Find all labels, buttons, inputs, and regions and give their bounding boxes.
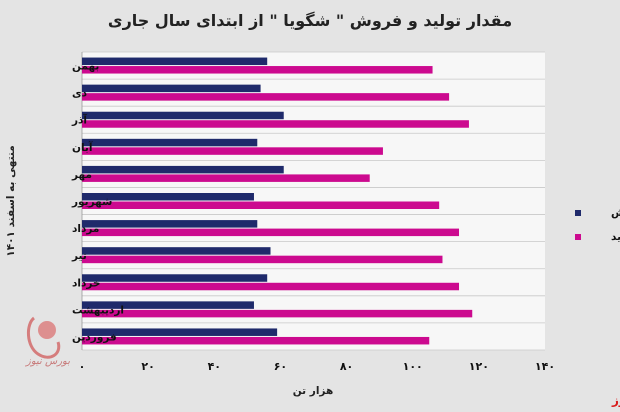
bar-sales-10	[82, 328, 278, 336]
bar-sales-8	[82, 274, 268, 282]
bar-production-2	[82, 120, 469, 128]
x-tick-label: ۸۰	[340, 360, 353, 373]
legend: فروش تولید	[575, 207, 620, 243]
category-label: فروردین	[72, 331, 117, 343]
x-tick-label: ۶۰	[274, 360, 287, 373]
bar-sales-3	[82, 138, 258, 147]
bar-production-3	[82, 147, 383, 155]
watermark-text: بورس نیوز	[24, 356, 70, 367]
source-label: بورس نیوز	[611, 393, 620, 408]
bar-production-9	[82, 309, 473, 318]
legend-swatch	[575, 234, 581, 240]
chart-title: مقدار تولید و فروش " شگویا " از ابتدای س…	[108, 11, 512, 30]
y-axis-title: منتهی به اسفند ۱۴۰۱	[5, 145, 17, 256]
bar-production-4	[82, 174, 370, 182]
bar-sales-9	[82, 301, 254, 309]
category-labels: بهمن دی آذر آبان مهر شهریور مرداد تیر خرداد اردیب…	[71, 61, 124, 344]
category-label: بهمن	[72, 61, 99, 73]
bar-sales-2	[82, 111, 284, 120]
legend-swatch	[575, 210, 581, 216]
category-label: دی	[72, 88, 88, 100]
legend-label: تولید	[611, 231, 620, 243]
bar-production-8	[82, 282, 460, 291]
x-axis-title: هزار تن	[293, 385, 334, 397]
x-tick-label: ۱۴۰	[535, 360, 555, 373]
category-label: اردیبهشت	[72, 304, 124, 316]
bar-sales-4	[82, 165, 284, 174]
bar-production-10	[82, 336, 430, 345]
legend-label: فروش	[611, 207, 620, 219]
bar-production-0	[82, 66, 433, 74]
bar-production-5	[82, 201, 440, 209]
bar-sales-1	[82, 84, 261, 93]
x-tick-label: ۱۰۰	[403, 360, 423, 373]
x-tick-labels: ۰ ۲۰ ۴۰ ۶۰ ۸۰ ۱۰۰ ۱۲۰ ۱۴۰	[79, 360, 555, 373]
bar-sales-7	[82, 247, 271, 255]
bar-series	[82, 57, 473, 345]
x-tick-label: ۱۲۰	[469, 360, 489, 373]
category-label: آبان	[72, 141, 93, 154]
category-label: آذر	[71, 114, 87, 127]
bar-production-7	[82, 255, 443, 264]
x-tick-label: ۲۰	[141, 360, 154, 373]
bar-sales-0	[82, 57, 268, 66]
bar-sales-6	[82, 220, 258, 228]
bar-sales-5	[82, 193, 254, 201]
category-label: خرداد	[72, 277, 100, 289]
category-label: مهر	[71, 169, 92, 181]
bar-production-6	[82, 228, 460, 237]
plot-area	[82, 52, 545, 350]
grid-lines	[81, 51, 545, 351]
watermark-logo: بورس نیوز	[24, 316, 70, 367]
bar-production-1	[82, 93, 450, 101]
category-label: شهریور	[71, 196, 112, 208]
category-label: مرداد	[72, 223, 99, 235]
x-tick-label: ۴۰	[208, 360, 221, 373]
category-label: تیر	[71, 250, 87, 262]
x-tick-label: ۰	[79, 360, 86, 373]
